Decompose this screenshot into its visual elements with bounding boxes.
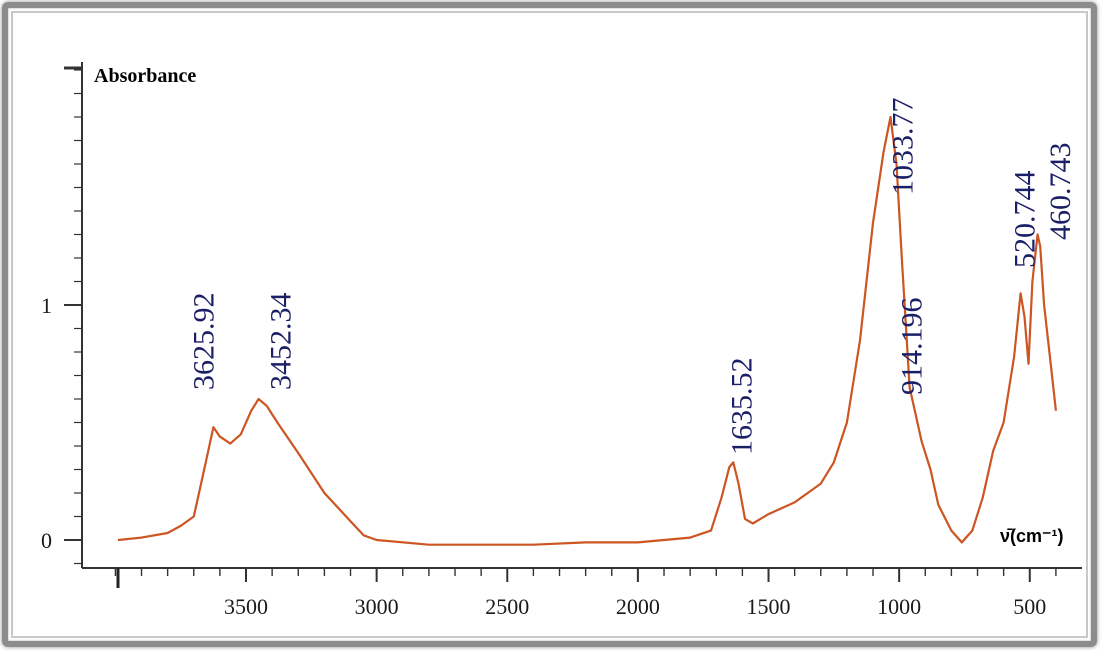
x-tick-label: 500 (1013, 594, 1046, 619)
peak-label: 914.196 (896, 298, 929, 396)
peak-label: 520.744 (1009, 171, 1042, 269)
x-tick-label: 1000 (877, 594, 921, 619)
x-tick-label: 2000 (616, 594, 660, 619)
peak-label: 460.743 (1044, 143, 1077, 241)
spectrum-line (117, 115, 1057, 546)
x-tick-label: 2500 (485, 594, 529, 619)
x-tick-label: 1500 (747, 594, 791, 619)
x-axis-label: ν̄(cm⁻¹) (1000, 526, 1064, 546)
peak-label: 3625.92 (187, 293, 220, 391)
y-tick-label: 0 (41, 528, 52, 553)
x-tick-label: 3000 (355, 594, 399, 619)
frame-inner-border (11, 11, 1088, 638)
y-tick-label: 1 (41, 293, 52, 318)
y-axis-label: Absorbance (94, 65, 196, 87)
peak-label: 3452.34 (265, 293, 298, 391)
peak-label: 1635.52 (725, 358, 758, 456)
x-tick-label: 3500 (224, 594, 268, 619)
peak-label: 1033.77 (887, 98, 920, 196)
